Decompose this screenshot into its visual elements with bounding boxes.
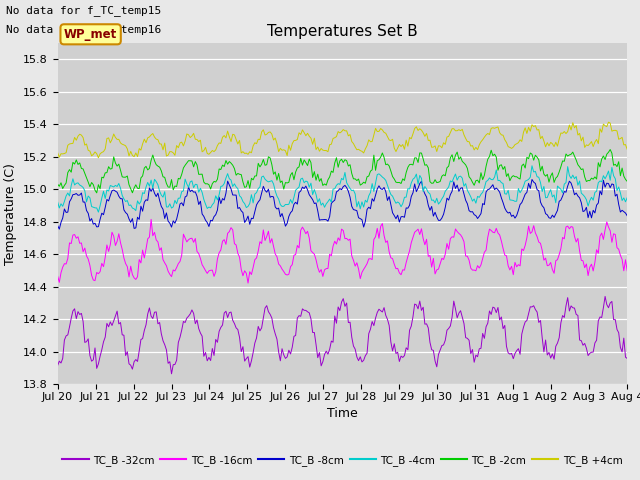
Text: No data for f_TC_temp16: No data for f_TC_temp16 [6,24,162,35]
Text: WP_met: WP_met [64,28,117,41]
Y-axis label: Temperature (C): Temperature (C) [4,163,17,264]
X-axis label: Time: Time [327,407,358,420]
Legend: TC_B -32cm, TC_B -16cm, TC_B -8cm, TC_B -4cm, TC_B -2cm, TC_B +4cm: TC_B -32cm, TC_B -16cm, TC_B -8cm, TC_B … [58,451,627,470]
Title: Temperatures Set B: Temperatures Set B [267,24,418,39]
Text: No data for f_TC_temp15: No data for f_TC_temp15 [6,5,162,16]
